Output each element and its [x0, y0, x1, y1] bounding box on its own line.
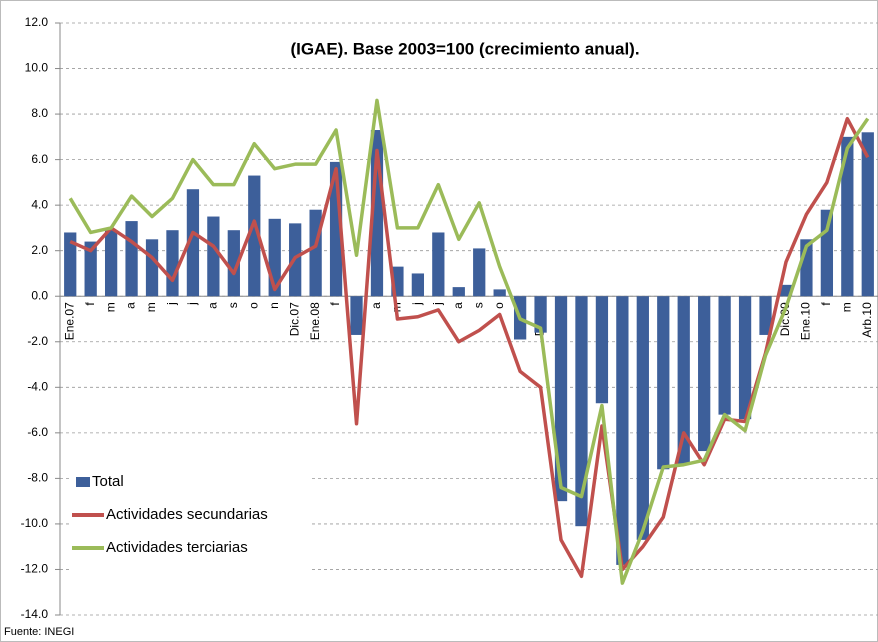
x-tick-label: f [328, 302, 342, 306]
x-tick-label: s [226, 302, 240, 308]
y-tick-label: 6.0 [31, 152, 48, 166]
bar [616, 296, 629, 565]
x-tick-label: Ene.07 [62, 302, 76, 340]
bar [493, 289, 506, 297]
line [68, 98, 870, 585]
bar [841, 136, 854, 297]
x-tick-label: j [185, 302, 199, 306]
bar [718, 296, 731, 415]
legend-swatch [76, 477, 90, 487]
bar [575, 296, 588, 527]
x-tick-label: n [267, 302, 281, 309]
bar [186, 189, 200, 297]
y-tick-label: -6.0 [27, 425, 48, 439]
bar [309, 209, 322, 297]
bar [636, 296, 649, 540]
bar [534, 296, 547, 333]
bar [432, 232, 445, 297]
x-tick-label: f [83, 302, 97, 306]
chart-title: (IGAE). Base 2003=100 (crecimiento anual… [290, 39, 639, 58]
bar [861, 132, 874, 297]
y-tick-label: 0.0 [31, 288, 48, 302]
bar [452, 287, 465, 297]
y-tick-label: 4.0 [31, 197, 48, 211]
x-tick-label: m [144, 302, 158, 312]
x-tick-label: Arb.10 [860, 302, 874, 338]
bar [554, 296, 568, 502]
bar [248, 175, 261, 297]
bar [104, 230, 118, 297]
legend-label: Actividades secundarias [106, 506, 268, 523]
line [69, 116, 870, 579]
x-tick-label: j [430, 302, 444, 306]
x-tick-label: Ene.08 [308, 302, 322, 340]
y-tick-label: -4.0 [27, 379, 48, 393]
bar [677, 296, 690, 465]
y-tick-label: -8.0 [27, 471, 48, 485]
y-tick-label: -12.0 [21, 562, 49, 576]
source-note: Fuente: INEGI [4, 626, 74, 638]
x-tick-label: a [124, 302, 138, 309]
bar [207, 216, 220, 297]
bar [779, 284, 793, 297]
x-tick-label: f [819, 302, 833, 306]
bar [820, 209, 834, 297]
bar [411, 273, 425, 297]
bar [738, 296, 752, 420]
legend-label: Total [92, 473, 124, 490]
legend-label: Actividades terciarias [106, 539, 248, 556]
y-tick-label: 10.0 [25, 61, 49, 75]
legend-box [70, 465, 310, 570]
bar [473, 248, 486, 297]
x-tick-label: j [410, 302, 424, 306]
y-tick-label: 12.0 [25, 15, 49, 29]
y-tick-label: -14.0 [21, 607, 49, 621]
x-tick-label: o [492, 302, 506, 309]
bar [350, 296, 363, 335]
bar [759, 296, 772, 335]
x-tick-label: Dic.07 [287, 302, 301, 336]
y-tick-label: 8.0 [31, 106, 48, 120]
x-tick-label: s [471, 302, 485, 308]
x-tick-label: o [246, 302, 260, 309]
x-tick-label: a [206, 302, 220, 309]
bar [657, 296, 670, 470]
bar [145, 239, 159, 297]
x-tick-label: Dic.09 [778, 302, 792, 336]
x-tick-label: m [103, 302, 117, 312]
y-tick-label: -10.0 [21, 516, 49, 530]
x-tick-label: a [451, 302, 465, 309]
y-tick-label: -2.0 [27, 334, 48, 348]
x-tick-label: m [839, 302, 853, 312]
bar [166, 230, 179, 297]
bar [125, 221, 138, 297]
bar [595, 296, 609, 404]
y-tick-label: 2.0 [31, 243, 48, 257]
bar [698, 296, 711, 452]
x-tick-label: j [165, 302, 179, 306]
x-tick-label: a [369, 302, 383, 309]
bar [227, 230, 240, 297]
x-tick-label: Ene.10 [799, 302, 813, 340]
bar [84, 241, 97, 297]
bar [64, 232, 77, 297]
